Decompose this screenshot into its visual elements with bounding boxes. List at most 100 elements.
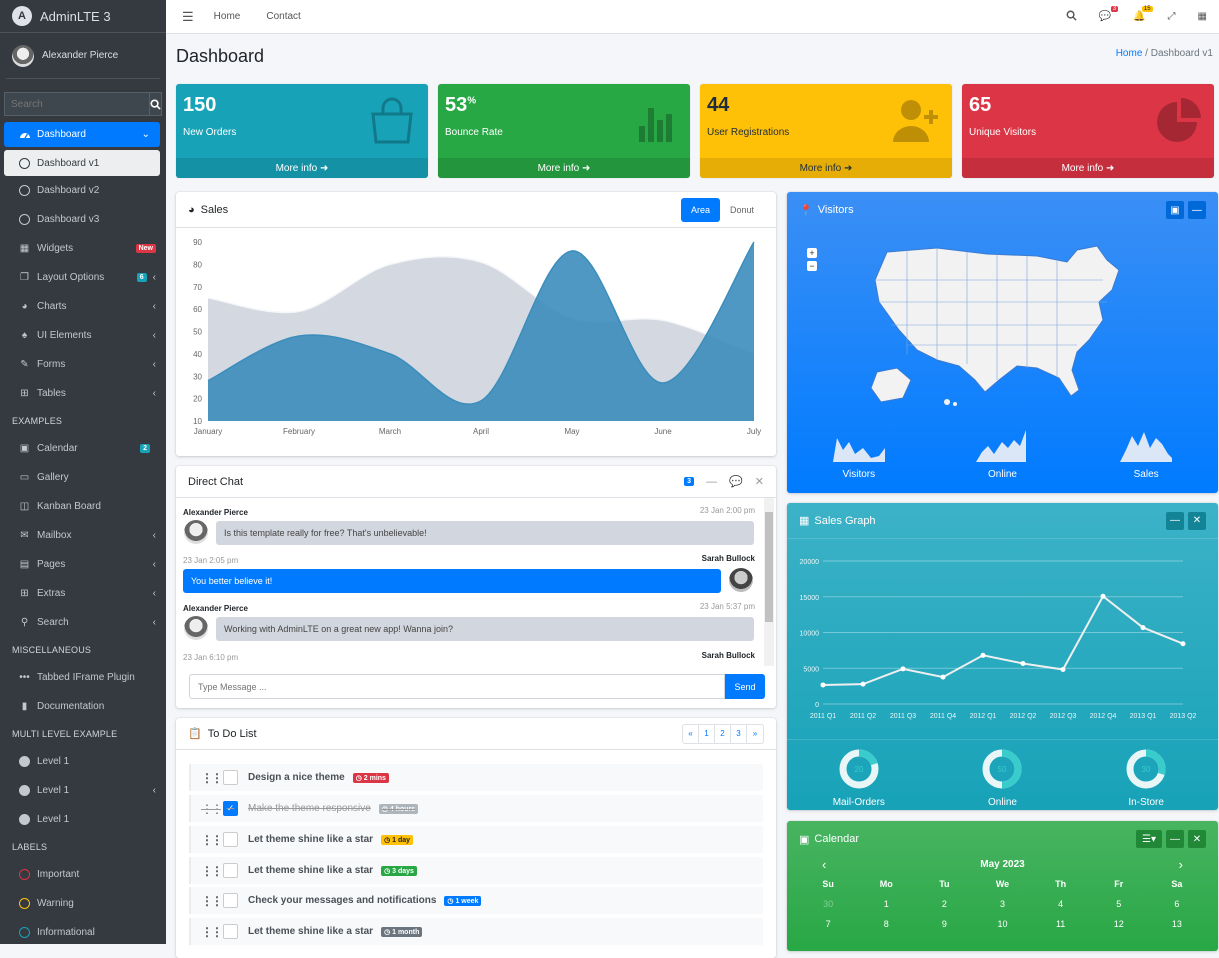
page-2[interactable]: 2 — [715, 724, 731, 743]
zoom-in-button[interactable]: + — [807, 248, 817, 258]
todo-checkbox[interactable] — [223, 924, 238, 939]
minus-icon[interactable]: — — [706, 475, 718, 488]
control-sidebar-button[interactable]: ▦ — [1198, 11, 1207, 22]
tab-donut[interactable]: Donut — [729, 204, 754, 215]
sidebar-item-level1[interactable]: Level 1 ‹ — [0, 776, 166, 805]
page-prev[interactable]: « — [683, 724, 699, 743]
chevron-left-icon[interactable]: ‹ — [822, 857, 827, 872]
sidebar-item-kanban[interactable]: ◫ Kanban Board — [0, 492, 166, 521]
navbar-search-button[interactable] — [1066, 10, 1077, 24]
knob-dial[interactable]: 50 — [981, 748, 1023, 790]
close-button[interactable]: ✕ — [1188, 830, 1206, 848]
collapse-button[interactable]: — — [1188, 201, 1206, 219]
drag-handle-icon[interactable]: ⋮⋮ — [201, 893, 223, 908]
sidebar-search-input[interactable] — [4, 92, 150, 116]
tab-area[interactable]: Area — [680, 197, 720, 222]
clock-badge: ◷ 3 days — [381, 865, 417, 876]
calendar-day[interactable]: 8 — [883, 919, 889, 929]
todo-text: Design a nice theme — [248, 772, 345, 783]
calendar-day[interactable]: 6 — [1174, 899, 1180, 909]
sidebar-item-important[interactable]: Important — [0, 860, 166, 889]
todo-checkbox[interactable] — [223, 893, 238, 908]
fullscreen-button[interactable]: ⤢ — [1168, 11, 1176, 22]
drag-handle-icon[interactable]: ⋮⋮ — [201, 770, 223, 785]
calendar-day[interactable]: 12 — [1113, 919, 1124, 929]
calendar-day[interactable]: 30 — [823, 899, 834, 909]
calendar-menu-button[interactable]: ☰▾ — [1136, 830, 1162, 848]
knob-dial[interactable]: 20 — [838, 748, 880, 790]
chevron-right-icon[interactable]: › — [1178, 857, 1183, 872]
sidebar-item-forms[interactable]: ✎ Forms ‹ — [0, 350, 166, 379]
todo-checkbox[interactable] — [223, 863, 238, 878]
chat-message-input[interactable] — [189, 674, 725, 699]
page-next[interactable]: » — [752, 729, 758, 738]
chat-scrollbar[interactable] — [764, 498, 774, 666]
sidebar-item-calendar[interactable]: ▣ Calendar 2 — [0, 434, 166, 463]
more-info-link[interactable]: More info ➜ — [700, 158, 952, 178]
sidebar-item-gallery[interactable]: ▭ Gallery — [0, 463, 166, 492]
calendar-day[interactable]: 7 — [825, 919, 831, 929]
sidebar-item-dashboard-v2[interactable]: Dashboard v2 — [0, 176, 166, 205]
drag-handle-icon[interactable]: ⋮⋮ — [201, 924, 223, 939]
more-info-link[interactable]: More info ➜ — [962, 158, 1214, 178]
calendar-button[interactable]: ▣ — [1166, 201, 1184, 219]
notifications-button[interactable]: 🔔 15 — [1133, 6, 1153, 22]
calendar-day[interactable]: 13 — [1171, 919, 1182, 929]
todo-checkbox[interactable]: ✓ — [223, 801, 238, 816]
sidebar-item-documentation[interactable]: ▮ Documentation — [0, 692, 166, 721]
close-icon[interactable]: ✕ — [754, 476, 764, 488]
sidebar-item-dashboard-v3[interactable]: Dashboard v3 — [0, 205, 166, 234]
calendar-day[interactable]: 10 — [997, 919, 1008, 929]
drag-handle-icon[interactable]: ⋮⋮ — [201, 832, 223, 847]
breadcrumb-home[interactable]: Home — [1115, 48, 1143, 59]
sidebar-item-charts[interactable]: ◕ Charts ‹ — [0, 292, 166, 321]
sidebar-item-warning[interactable]: Warning — [0, 889, 166, 918]
messages-button[interactable]: 💬 3 — [1099, 6, 1119, 22]
collapse-button[interactable]: — — [1166, 830, 1184, 848]
sidebar-item-dashboard[interactable]: Dashboard ⌄ — [4, 122, 160, 147]
brand-link[interactable]: A AdminLTE 3 — [0, 0, 166, 33]
sidebar-item-mailbox[interactable]: ✉ Mailbox ‹ — [0, 521, 166, 550]
todo-pagination: « 1 2 3 » — [682, 723, 764, 744]
hamburger-icon[interactable]: ☰ — [182, 8, 194, 24]
sidebar-item-tabbed-iframe[interactable]: ••• Tabbed IFrame Plugin — [0, 663, 166, 692]
sidebar-item-dashboard-v1[interactable]: Dashboard v1 — [4, 150, 160, 176]
calendar-day[interactable]: 3 — [999, 899, 1005, 909]
nav-link-home[interactable]: Home — [213, 11, 241, 22]
sidebar-item-informational[interactable]: Informational — [0, 918, 166, 947]
sidebar-item-level1[interactable]: Level 1 — [0, 747, 166, 776]
sidebar-item-search[interactable]: ⚲ Search ‹ — [0, 608, 166, 637]
calendar-day[interactable]: 5 — [1116, 899, 1122, 909]
search-button[interactable] — [150, 92, 162, 116]
nav-link-contact[interactable]: Contact — [266, 11, 301, 22]
calendar-day[interactable]: 1 — [883, 899, 889, 909]
zoom-out-button[interactable]: − — [807, 261, 817, 271]
calendar-day[interactable]: 9 — [941, 919, 947, 929]
user-name[interactable]: Alexander Pierce — [42, 50, 119, 61]
todo-checkbox[interactable] — [223, 770, 238, 785]
send-button[interactable]: Send — [725, 674, 765, 699]
calendar-day[interactable]: 11 — [1055, 919, 1066, 929]
page-1[interactable]: 1 — [699, 724, 715, 743]
sidebar-item-widgets[interactable]: ▦ Widgets New — [0, 234, 166, 263]
sidebar-item-extras[interactable]: ⊞ Extras ‹ — [0, 579, 166, 608]
knob-dial[interactable]: 30 — [1125, 748, 1167, 790]
page-3[interactable]: 3 — [731, 724, 747, 743]
more-info-link[interactable]: More info ➜ — [438, 158, 690, 178]
sidebar-item-layout-options[interactable]: ❐ Layout Options 6 ‹ — [0, 263, 166, 292]
sidebar-item-ui-elements[interactable]: ♠ UI Elements ‹ — [0, 321, 166, 350]
user-panel[interactable]: Alexander Pierce — [6, 33, 160, 79]
drag-handle-icon[interactable]: ⋮⋮ — [201, 863, 223, 878]
calendar-day[interactable]: 2 — [941, 899, 947, 909]
close-button[interactable]: ✕ — [1188, 511, 1206, 530]
drag-handle-icon[interactable]: ⋮⋮ — [201, 801, 223, 816]
sidebar-item-level1[interactable]: Level 1 — [0, 805, 166, 834]
todo-checkbox[interactable] — [223, 832, 238, 847]
collapse-button[interactable]: — — [1166, 511, 1184, 530]
card-header: 📋 To Do List « 1 2 3 » — [176, 718, 776, 750]
more-info-link[interactable]: More info ➜ — [176, 158, 428, 178]
sidebar-item-tables[interactable]: ⊞ Tables ‹ — [0, 379, 166, 408]
comments-icon[interactable]: 💬 — [729, 476, 743, 488]
sidebar-item-pages[interactable]: ▤ Pages ‹ — [0, 550, 166, 579]
calendar-day[interactable]: 4 — [1058, 899, 1064, 909]
